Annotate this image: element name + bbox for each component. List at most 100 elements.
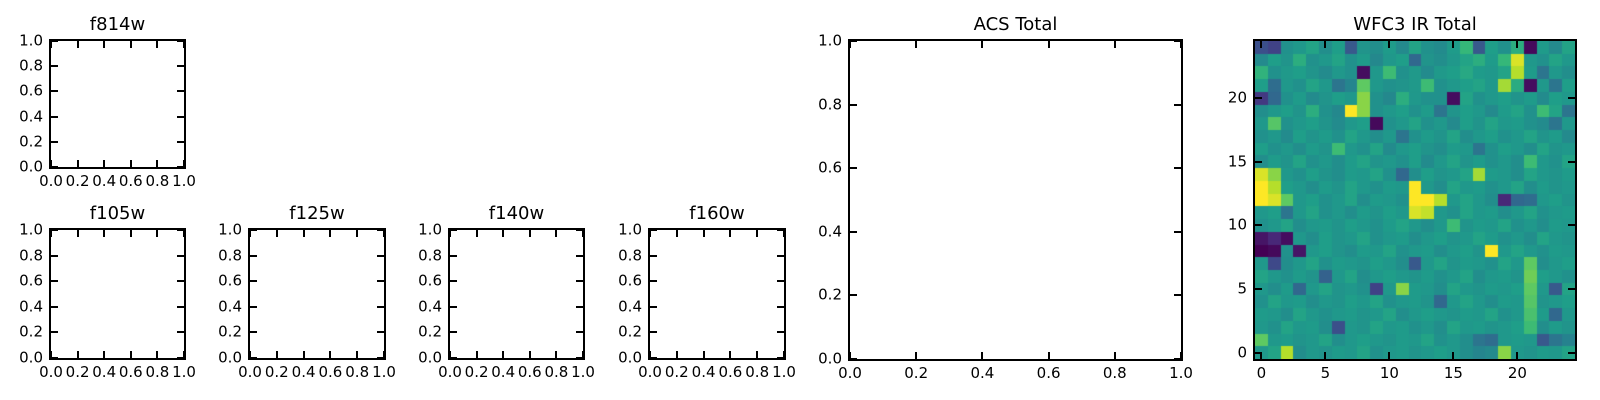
x-tick-mark bbox=[981, 352, 984, 359]
x-tick-mark bbox=[249, 351, 251, 358]
y-tick-mark bbox=[1568, 351, 1575, 354]
y-tick-mark bbox=[177, 166, 184, 168]
x-tick-mark bbox=[849, 352, 851, 359]
y-tick-mark bbox=[250, 331, 257, 334]
y-tick-mark bbox=[177, 229, 184, 231]
y-tick-label: 1.0 bbox=[418, 220, 442, 239]
y-tick-mark bbox=[51, 65, 58, 68]
x-tick-mark bbox=[1388, 41, 1391, 48]
x-tick-label: 0.8 bbox=[145, 363, 170, 381]
y-tick-mark bbox=[650, 229, 657, 231]
y-tick-mark bbox=[850, 167, 857, 170]
x-tick-mark bbox=[1516, 41, 1519, 48]
x-tick-mark bbox=[1180, 41, 1182, 48]
x-tick-mark bbox=[129, 351, 132, 358]
y-tick-mark bbox=[1174, 358, 1181, 360]
x-tick-mark bbox=[302, 351, 305, 358]
y-tick-mark bbox=[51, 115, 58, 118]
x-tick-mark bbox=[555, 230, 558, 237]
x-tick-label: 1.0 bbox=[172, 363, 196, 381]
y-tick-label: 0.8 bbox=[218, 246, 242, 265]
y-tick-label: 0.4 bbox=[19, 107, 43, 126]
y-tick-mark bbox=[1255, 224, 1262, 227]
y-tick-label: 0.8 bbox=[418, 246, 442, 265]
y-tick-label: 0.6 bbox=[19, 81, 43, 100]
y-tick-label: 0.0 bbox=[618, 348, 642, 367]
x-tick-mark bbox=[129, 160, 132, 167]
x-tick-mark bbox=[1260, 352, 1263, 359]
x-tick-label: 0.0 bbox=[838, 364, 862, 382]
y-tick-mark bbox=[177, 357, 184, 359]
x-tick-label: 0.4 bbox=[491, 363, 516, 381]
y-tick-mark bbox=[850, 230, 857, 233]
x-tick-mark bbox=[76, 230, 79, 237]
x-tick-mark bbox=[1388, 352, 1391, 359]
x-tick-mark bbox=[1260, 41, 1263, 48]
plot-title-f814w: f814w bbox=[89, 14, 146, 36]
y-tick-label: 0.2 bbox=[618, 322, 642, 341]
x-tick-mark bbox=[702, 230, 705, 237]
y-tick-mark bbox=[576, 357, 583, 359]
x-tick-mark bbox=[103, 160, 106, 167]
x-tick-mark bbox=[756, 351, 759, 358]
plot-title-f140w: f140w bbox=[488, 203, 545, 225]
x-tick-mark bbox=[783, 230, 785, 237]
x-tick-label: 20 bbox=[1507, 364, 1527, 382]
y-tick-mark bbox=[777, 254, 784, 257]
x-tick-label: 0.8 bbox=[1102, 364, 1127, 382]
x-tick-label: 0.6 bbox=[318, 363, 343, 381]
y-tick-mark bbox=[177, 140, 184, 143]
y-tick-label: 0.2 bbox=[418, 322, 442, 341]
x-tick-mark bbox=[502, 230, 505, 237]
x-tick-mark bbox=[183, 41, 185, 48]
x-tick-label: 0.2 bbox=[464, 363, 489, 381]
y-tick-label: 0.0 bbox=[19, 157, 43, 176]
x-tick-mark bbox=[50, 351, 52, 358]
y-tick-mark bbox=[177, 40, 184, 42]
y-tick-label: 0.6 bbox=[618, 271, 642, 290]
y-tick-mark bbox=[1174, 40, 1181, 42]
x-tick-mark bbox=[528, 351, 531, 358]
x-tick-label: 1.0 bbox=[372, 363, 396, 381]
x-tick-mark bbox=[475, 230, 478, 237]
y-tick-mark bbox=[377, 305, 384, 308]
y-tick-mark bbox=[1568, 97, 1575, 100]
x-tick-label: 0.2 bbox=[65, 363, 90, 381]
x-tick-mark bbox=[183, 351, 185, 358]
y-tick-label: 0.8 bbox=[618, 246, 642, 265]
x-tick-mark bbox=[50, 160, 52, 167]
x-tick-label: 1.0 bbox=[571, 363, 595, 381]
x-tick-mark bbox=[729, 351, 732, 358]
y-tick-mark bbox=[850, 103, 857, 106]
x-tick-label: 0.6 bbox=[118, 363, 143, 381]
y-tick-label: 10 bbox=[1227, 215, 1247, 234]
y-tick-mark bbox=[51, 140, 58, 143]
x-tick-label: 0.4 bbox=[691, 363, 716, 381]
x-tick-mark bbox=[449, 351, 451, 358]
x-tick-label: 15 bbox=[1443, 364, 1463, 382]
x-tick-label: 0.4 bbox=[291, 363, 316, 381]
y-tick-mark bbox=[777, 357, 784, 359]
y-tick-mark bbox=[576, 305, 583, 308]
y-tick-mark bbox=[1174, 230, 1181, 233]
y-tick-label: 1.0 bbox=[19, 31, 43, 50]
y-tick-mark bbox=[650, 331, 657, 334]
x-tick-mark bbox=[675, 351, 678, 358]
x-tick-label: 0.0 bbox=[39, 363, 63, 381]
subplot-wfc3-ir-total: WFC3 IR Total 0 5 10 15 20 0 5 10 15 20 bbox=[1228, 15, 1577, 381]
y-tick-mark bbox=[377, 229, 384, 231]
y-tick-label: 0.4 bbox=[818, 222, 842, 241]
plot-title-f160w: f160w bbox=[689, 203, 745, 225]
x-tick-label: 0.4 bbox=[92, 172, 117, 190]
y-tick-label: 1.0 bbox=[618, 220, 642, 239]
x-tick-mark bbox=[156, 160, 159, 167]
plot-title-acs-total: ACS Total bbox=[973, 14, 1058, 36]
plot-title-f105w: f105w bbox=[89, 203, 146, 225]
x-tick-label: 1.0 bbox=[172, 172, 196, 190]
y-tick-mark bbox=[1255, 160, 1262, 163]
y-tick-label: 0.4 bbox=[618, 297, 642, 316]
x-tick-mark bbox=[156, 230, 159, 237]
y-tick-mark bbox=[377, 280, 384, 283]
y-tick-mark bbox=[1174, 167, 1181, 170]
